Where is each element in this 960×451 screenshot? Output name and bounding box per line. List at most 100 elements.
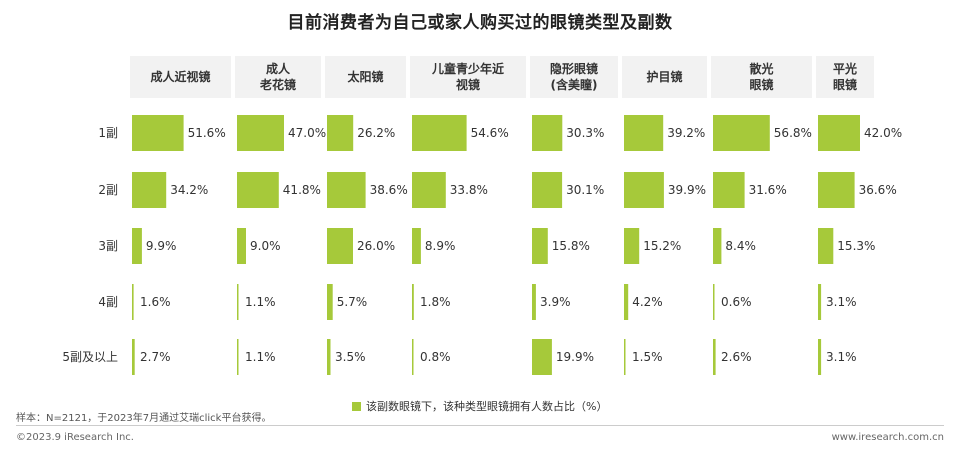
bar <box>624 172 664 208</box>
bar <box>132 228 142 264</box>
row-label: 2副 <box>98 183 118 197</box>
bar <box>624 284 629 320</box>
bar <box>237 115 284 151</box>
bar <box>624 228 640 264</box>
sample-note: 样本：N=2121，于2023年7月通过艾瑞click平台获得。 <box>16 413 272 424</box>
data-label: 33.8% <box>450 183 488 197</box>
data-label: 47.0% <box>288 126 326 140</box>
bar <box>713 339 716 375</box>
column-header: 平光 <box>833 61 857 76</box>
bar <box>818 284 822 320</box>
data-label: 0.8% <box>420 350 451 364</box>
data-label: 30.1% <box>566 183 604 197</box>
header-bg <box>235 56 321 98</box>
bar <box>818 115 860 151</box>
column-header: 成人近视镜 <box>150 69 210 84</box>
data-label: 30.3% <box>566 126 604 140</box>
bar <box>327 228 353 264</box>
data-label: 9.9% <box>146 239 177 253</box>
footer-divider <box>16 425 944 426</box>
bar <box>412 228 421 264</box>
row-label: 4副 <box>98 295 118 309</box>
bar <box>237 339 239 375</box>
bar <box>237 284 239 320</box>
data-label: 26.2% <box>357 126 395 140</box>
data-label: 9.0% <box>250 239 281 253</box>
data-label: 36.6% <box>859 183 897 197</box>
header-bg <box>622 56 707 98</box>
bar <box>532 172 563 208</box>
data-label: 54.6% <box>471 126 509 140</box>
bar <box>327 284 333 320</box>
data-label: 15.8% <box>552 239 590 253</box>
bar <box>327 339 331 375</box>
column-header: 眼镜 <box>749 77 773 92</box>
bar <box>412 339 414 375</box>
data-label: 1.1% <box>245 295 276 309</box>
bar <box>624 339 626 375</box>
bar <box>412 172 446 208</box>
bar <box>532 228 548 264</box>
row-label: 5副及以上 <box>62 350 118 364</box>
column-header: 老花镜 <box>260 77 296 92</box>
header-bg <box>130 56 231 98</box>
bar <box>327 115 354 151</box>
data-label: 3.1% <box>826 295 857 309</box>
website: www.iresearch.com.cn <box>831 432 944 443</box>
bar <box>818 339 822 375</box>
bar <box>713 172 745 208</box>
bar <box>327 172 366 208</box>
column-header: 散光 <box>749 61 773 76</box>
bar <box>412 115 467 151</box>
data-label: 1.1% <box>245 350 276 364</box>
column-header: 护目镜 <box>646 69 682 84</box>
data-label: 2.6% <box>721 350 752 364</box>
row-label: 1副 <box>98 126 118 140</box>
bar <box>713 115 770 151</box>
data-label: 39.9% <box>668 183 706 197</box>
data-label: 34.2% <box>170 183 208 197</box>
data-label: 19.9% <box>556 350 594 364</box>
data-label: 39.2% <box>667 126 705 140</box>
data-label: 1.6% <box>140 295 171 309</box>
data-label: 31.6% <box>749 183 787 197</box>
data-label: 15.2% <box>643 239 681 253</box>
column-header: 眼镜 <box>833 77 857 92</box>
bar <box>532 339 552 375</box>
column-header: 视镜 <box>456 77 480 92</box>
bar <box>132 115 184 151</box>
chart-title: 目前消费者为自己或家人购买过的眼镜类型及副数 <box>287 13 673 33</box>
data-label: 3.1% <box>826 350 857 364</box>
data-label: 8.9% <box>425 239 456 253</box>
data-label: 3.9% <box>540 295 571 309</box>
bar <box>132 172 167 208</box>
bar <box>132 284 134 320</box>
data-label: 3.5% <box>335 350 366 364</box>
header-bg <box>711 56 812 98</box>
data-label: 42.0% <box>864 126 902 140</box>
header-bg <box>325 56 406 98</box>
header-bg <box>410 56 526 98</box>
data-label: 1.8% <box>420 295 451 309</box>
data-label: 4.2% <box>632 295 663 309</box>
bar <box>624 115 664 151</box>
bar <box>132 339 135 375</box>
data-label: 15.3% <box>837 239 875 253</box>
data-label: 38.6% <box>370 183 408 197</box>
legend-label: 该副数眼镜下，该种类型眼镜拥有人数占比（%） <box>366 400 608 413</box>
bar <box>713 228 722 264</box>
legend-swatch <box>352 401 361 411</box>
data-label: 51.6% <box>188 126 226 140</box>
data-label: 8.4% <box>725 239 756 253</box>
column-header: (含美瞳) <box>551 77 598 92</box>
data-label: 0.6% <box>721 295 752 309</box>
bar <box>237 228 246 264</box>
bar <box>818 228 834 264</box>
bar <box>818 172 855 208</box>
column-header: 太阳镜 <box>347 69 383 84</box>
column-header: 隐形眼镜 <box>550 61 598 76</box>
data-label: 5.7% <box>337 295 368 309</box>
data-label: 56.8% <box>774 126 812 140</box>
data-label: 1.5% <box>632 350 663 364</box>
